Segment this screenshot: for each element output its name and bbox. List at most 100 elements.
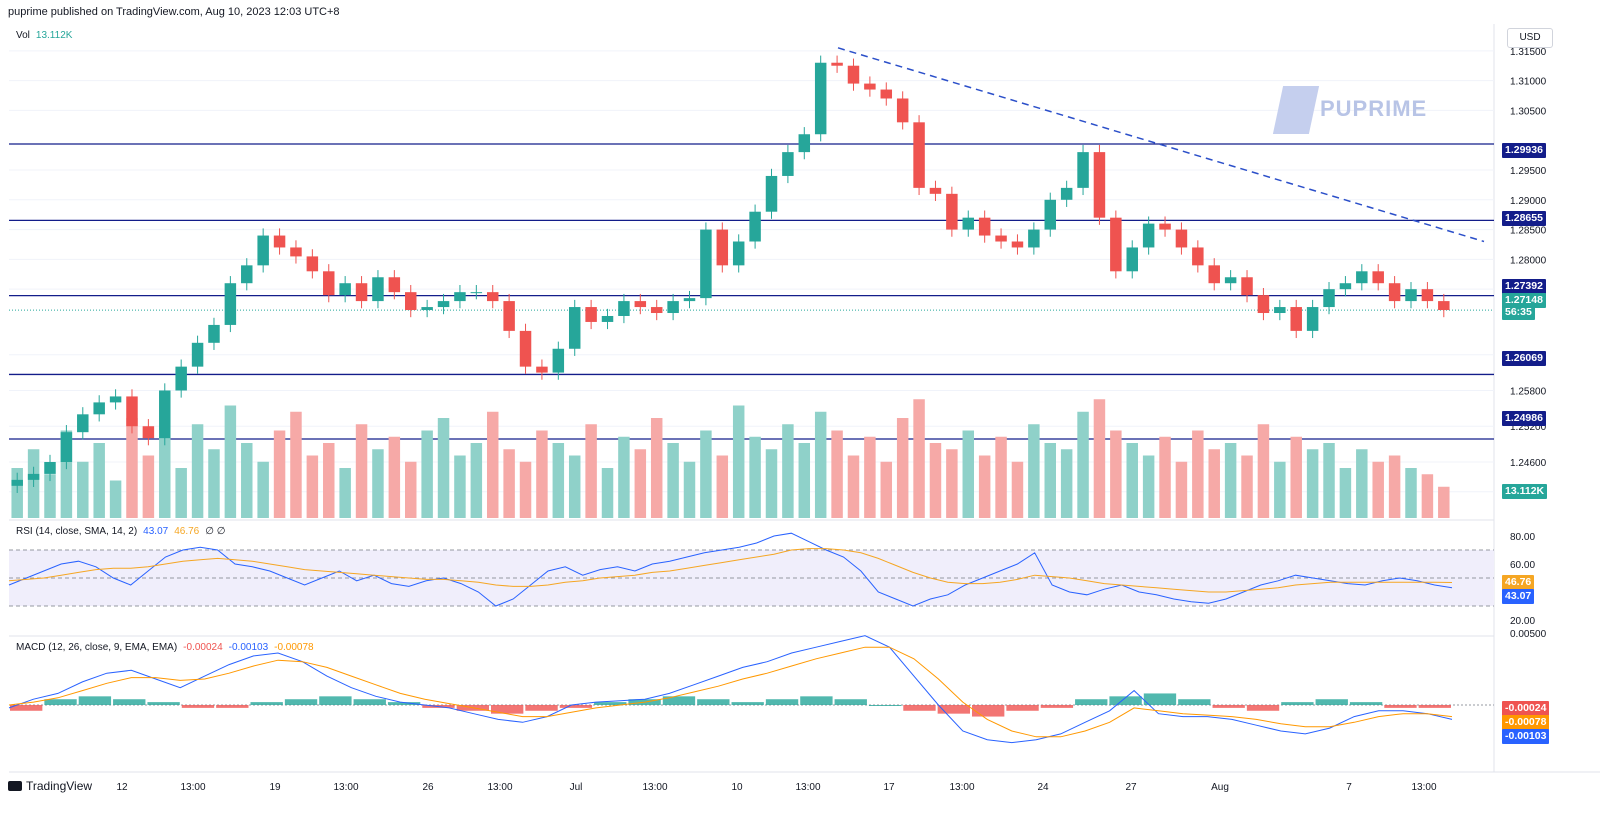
brand-icon xyxy=(1272,86,1320,134)
currency-button[interactable]: USD xyxy=(1507,28,1553,48)
y-tick-label: 1.31500 xyxy=(1510,47,1547,58)
volume-bar xyxy=(880,461,893,518)
volume-bar xyxy=(798,443,811,518)
x-tick-label: Aug xyxy=(1211,782,1229,793)
volume-bar xyxy=(1110,430,1122,518)
volume-bar xyxy=(306,455,319,518)
candle-body xyxy=(257,235,269,266)
footer-logo-text: TradingView xyxy=(26,779,93,793)
volume-bar xyxy=(486,411,499,518)
candle-body xyxy=(175,366,187,391)
volume-bar xyxy=(601,468,614,518)
candle-body xyxy=(732,241,745,266)
candle-body xyxy=(716,229,729,266)
level-badge-4: 1.26069 xyxy=(1502,351,1546,366)
macd-line xyxy=(8,635,1453,744)
macd-histogram-bar xyxy=(284,699,318,705)
candle-body xyxy=(11,479,23,486)
macd-histogram-bar xyxy=(387,702,421,705)
x-tick-label: 19 xyxy=(269,782,281,793)
volume-bar xyxy=(765,449,778,518)
macd-histogram-bar xyxy=(1349,702,1383,705)
candle-body xyxy=(667,301,679,314)
macd-histogram-bar xyxy=(697,699,730,705)
candle-body xyxy=(437,301,450,308)
volume-bar xyxy=(1274,461,1286,518)
volume-bar xyxy=(814,411,827,518)
candle-body xyxy=(1110,217,1122,272)
macd-histogram-bar xyxy=(44,699,77,705)
candle-body xyxy=(126,396,138,427)
macd-histogram-bar xyxy=(731,702,764,705)
volume-bar xyxy=(191,424,204,518)
macd-label-hist: -0.00024 xyxy=(183,642,223,653)
candle-body xyxy=(306,256,319,272)
candle-body xyxy=(995,235,1007,242)
candle-body xyxy=(601,315,614,322)
candle-body xyxy=(585,307,597,322)
volume-bar xyxy=(60,430,73,518)
volume-bars xyxy=(11,399,1450,518)
candle-body xyxy=(978,217,991,236)
volume-bar xyxy=(1093,399,1106,518)
volume-bar xyxy=(1077,411,1089,518)
volume-label-value: 13.112K xyxy=(35,30,73,41)
volume-bar xyxy=(1175,461,1188,518)
y-tick-label: 1.28500 xyxy=(1510,226,1547,237)
brand-name: PUPRIME xyxy=(1320,95,1428,121)
volume-bar xyxy=(568,455,581,518)
volume-bar xyxy=(224,405,237,518)
volume-bar xyxy=(896,418,909,518)
volume-bar xyxy=(1159,436,1171,518)
volume-bar xyxy=(1356,449,1368,518)
volume-bar xyxy=(700,430,712,518)
volume-bar xyxy=(208,449,220,518)
volume-bar xyxy=(290,411,302,518)
candle-body xyxy=(503,301,515,331)
y-axis-ticks: 1.31500 1.31000 1.30500 1.29500 1.29000 1.285… xyxy=(1510,47,1547,499)
candle-body xyxy=(405,292,417,311)
volume-bar xyxy=(1323,443,1335,518)
macd-histogram-bar xyxy=(113,699,146,705)
trendline xyxy=(837,47,1485,243)
volume-bar xyxy=(1208,449,1220,518)
volume-bar xyxy=(126,418,138,518)
x-tick-label: 13:00 xyxy=(642,782,667,793)
macd-histogram-bar xyxy=(903,705,936,711)
candle-body xyxy=(634,301,647,308)
volume-bar xyxy=(1421,474,1434,518)
volume-bar xyxy=(503,449,515,518)
volume-bar xyxy=(634,449,647,518)
volume-bar xyxy=(372,449,384,518)
volume-bar xyxy=(978,455,991,518)
volume-bar xyxy=(585,424,597,518)
candle-body xyxy=(44,461,56,474)
signal-line xyxy=(8,646,1453,738)
volume-bar xyxy=(355,424,368,518)
brand-logo: PUPRIME xyxy=(1272,86,1428,134)
macd-histogram-bar xyxy=(319,696,352,705)
volume-bar xyxy=(1388,455,1401,518)
volume-badge: 13.112K xyxy=(1502,484,1548,499)
volume-bar xyxy=(929,443,942,518)
rsi-label-ma: 46.76 xyxy=(174,526,200,537)
candle-body xyxy=(1323,289,1335,308)
candle-body xyxy=(552,348,565,373)
rsi-label: RSI (14, close, SMA, 14, 2) 43.07 46.76 … xyxy=(16,526,225,537)
candle-body xyxy=(880,89,893,99)
rsi-panel: 80.00 60.00 20.00 xyxy=(8,532,1535,627)
x-tick-label: Jul xyxy=(570,782,583,793)
x-tick-label: 12 xyxy=(116,782,128,793)
x-tick-label: 13:00 xyxy=(795,782,820,793)
volume-bar xyxy=(782,424,794,518)
volume-bar xyxy=(618,436,630,518)
footer: TradingView xyxy=(8,779,92,793)
macd-histogram-bar xyxy=(250,702,283,705)
volume-bar xyxy=(1241,455,1253,518)
x-tick-label: 13:00 xyxy=(180,782,205,793)
candle-body xyxy=(388,277,401,293)
candle-body xyxy=(224,283,237,325)
volume-bar xyxy=(864,436,876,518)
y-tick-label: 1.28000 xyxy=(1510,255,1547,266)
macd-histogram-bar xyxy=(10,705,43,711)
